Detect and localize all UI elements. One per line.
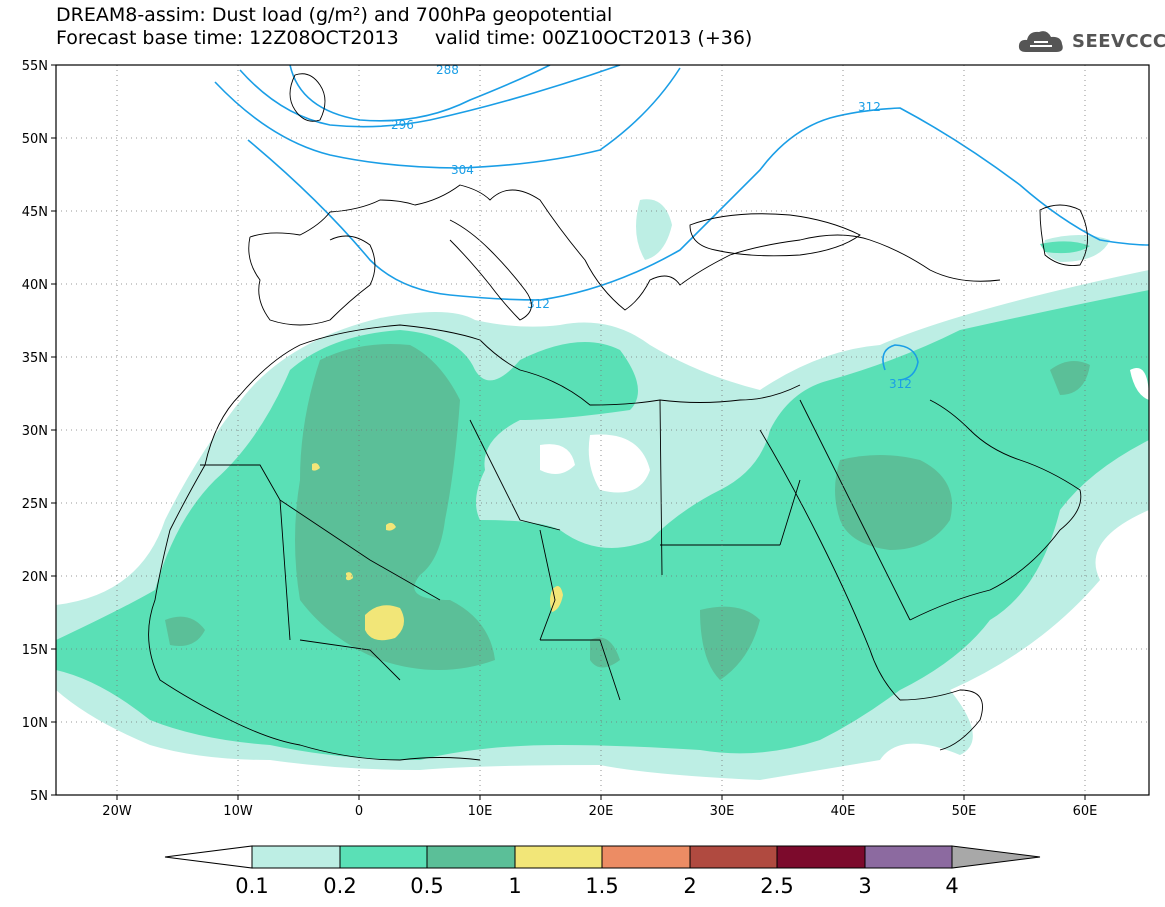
lat-label: 5N [30,789,48,804]
dust-area-light [636,199,672,260]
lat-label: 20N [22,570,48,585]
colorbar-label: 0.2 [323,874,356,898]
clear-patch [1130,368,1149,400]
colorbar-segment [776,845,866,869]
dust-area-dense [295,344,495,670]
dust-area-dense [165,616,205,646]
lat-label: 35N [22,351,48,366]
contour-label: 312 [858,100,881,114]
geopotential-contours [214,65,1149,381]
lat-label: 25N [22,497,48,512]
coastline-arabia [909,399,1082,621]
lat-label: 50N [22,132,48,147]
coastline-iberia [248,235,376,326]
contour-label: 312 [527,297,550,311]
logo-text: SEEVCCC [1072,30,1165,52]
colorbar-under-triangle [164,845,253,869]
contour-312-loop [882,344,919,381]
lat-label: 55N [22,59,48,74]
contour-304 [214,67,681,169]
colorbar-segment [514,845,603,869]
dust-area-medium [1040,241,1090,254]
lat-label: 40N [22,278,48,293]
lon-label: 10E [468,804,493,819]
border-lines [200,399,801,701]
contour-label: 296 [391,118,414,132]
seevccc-logo: SEEVCCC [1016,24,1165,58]
colorbar-label: 0.1 [235,874,268,898]
colorbar [164,845,1041,869]
lat-label: 30N [22,424,48,439]
contour-288 [289,65,551,122]
clear-patch [540,444,575,474]
colorbar-segment [864,845,953,869]
colorbar-label: 4 [945,874,958,898]
cloud-icon [1018,31,1063,52]
colorbar-label: 1.5 [585,874,618,898]
lon-label: 20W [102,804,132,819]
latitude-labels: 55N 50N 45N 40N 35N 30N 25N 20N 15N 10N … [22,59,48,804]
longitude-labels: 20W 10W 0 10E 20E 30E 40E 50E 60E [102,804,1097,819]
coastline-red-sea [759,399,911,701]
coastline-caspian [1039,204,1088,266]
dust-area-high [312,463,320,471]
map-subtitle: Forecast base time: 12Z08OCT2013 valid t… [56,27,753,49]
tick-marks [51,64,1086,800]
coastline-black-sea [689,213,861,257]
lon-label: 60E [1073,804,1098,819]
lon-label: 40E [831,804,856,819]
coastline-west-africa [148,464,481,761]
contour-label: 304 [451,163,474,177]
lat-label: 45N [22,205,48,220]
dust-area-high [346,572,353,581]
contour-label: 312 [889,377,912,391]
colorbar-label: 2 [683,874,696,898]
contour-296 [239,65,621,128]
dust-area-dense [1050,361,1090,395]
colorbar-label: 3 [858,874,871,898]
colorbar-segment [251,845,341,869]
dust-area-high [386,522,396,531]
dust-area-dense [835,455,952,550]
coastline-north-africa [204,324,801,466]
lon-label: 20E [589,804,614,819]
lon-label: 10W [223,804,253,819]
coastline-britain [289,73,326,122]
lon-label: 30E [710,804,735,819]
map-title: DREAM8-assim: Dust load (g/m²) and 700hP… [56,4,613,26]
contour-labels: 288 296 304 312 312 312 [391,63,912,391]
colorbar-labels: 0.1 0.2 0.5 1 1.5 2 2.5 3 4 [235,874,958,898]
colorbar-segment [339,845,428,869]
colorbar-segment [689,845,778,869]
colorbar-segment [426,845,516,869]
dust-area-dense [590,637,620,668]
lon-label: 50E [952,804,977,819]
clear-patch [588,434,650,493]
coastlines [148,73,1088,761]
colorbar-segment [601,845,691,869]
coastline-italy [449,219,532,321]
colorbar-label: 0.5 [410,874,443,898]
dust-area-dense [700,606,760,680]
dust-layers [56,199,1149,780]
coastline-horn [899,689,983,751]
coastline-europe [249,184,1001,311]
colorbar-label: 2.5 [760,874,793,898]
gridlines [56,65,1149,795]
lat-label: 10N [22,716,48,731]
colorbar-label: 1 [508,874,521,898]
lat-label: 15N [22,643,48,658]
contour-312-main [247,107,1149,301]
lon-label: 0 [355,804,363,819]
contour-label: 288 [436,63,459,77]
colorbar-over-triangle [951,845,1041,869]
dust-area-high [365,605,404,641]
